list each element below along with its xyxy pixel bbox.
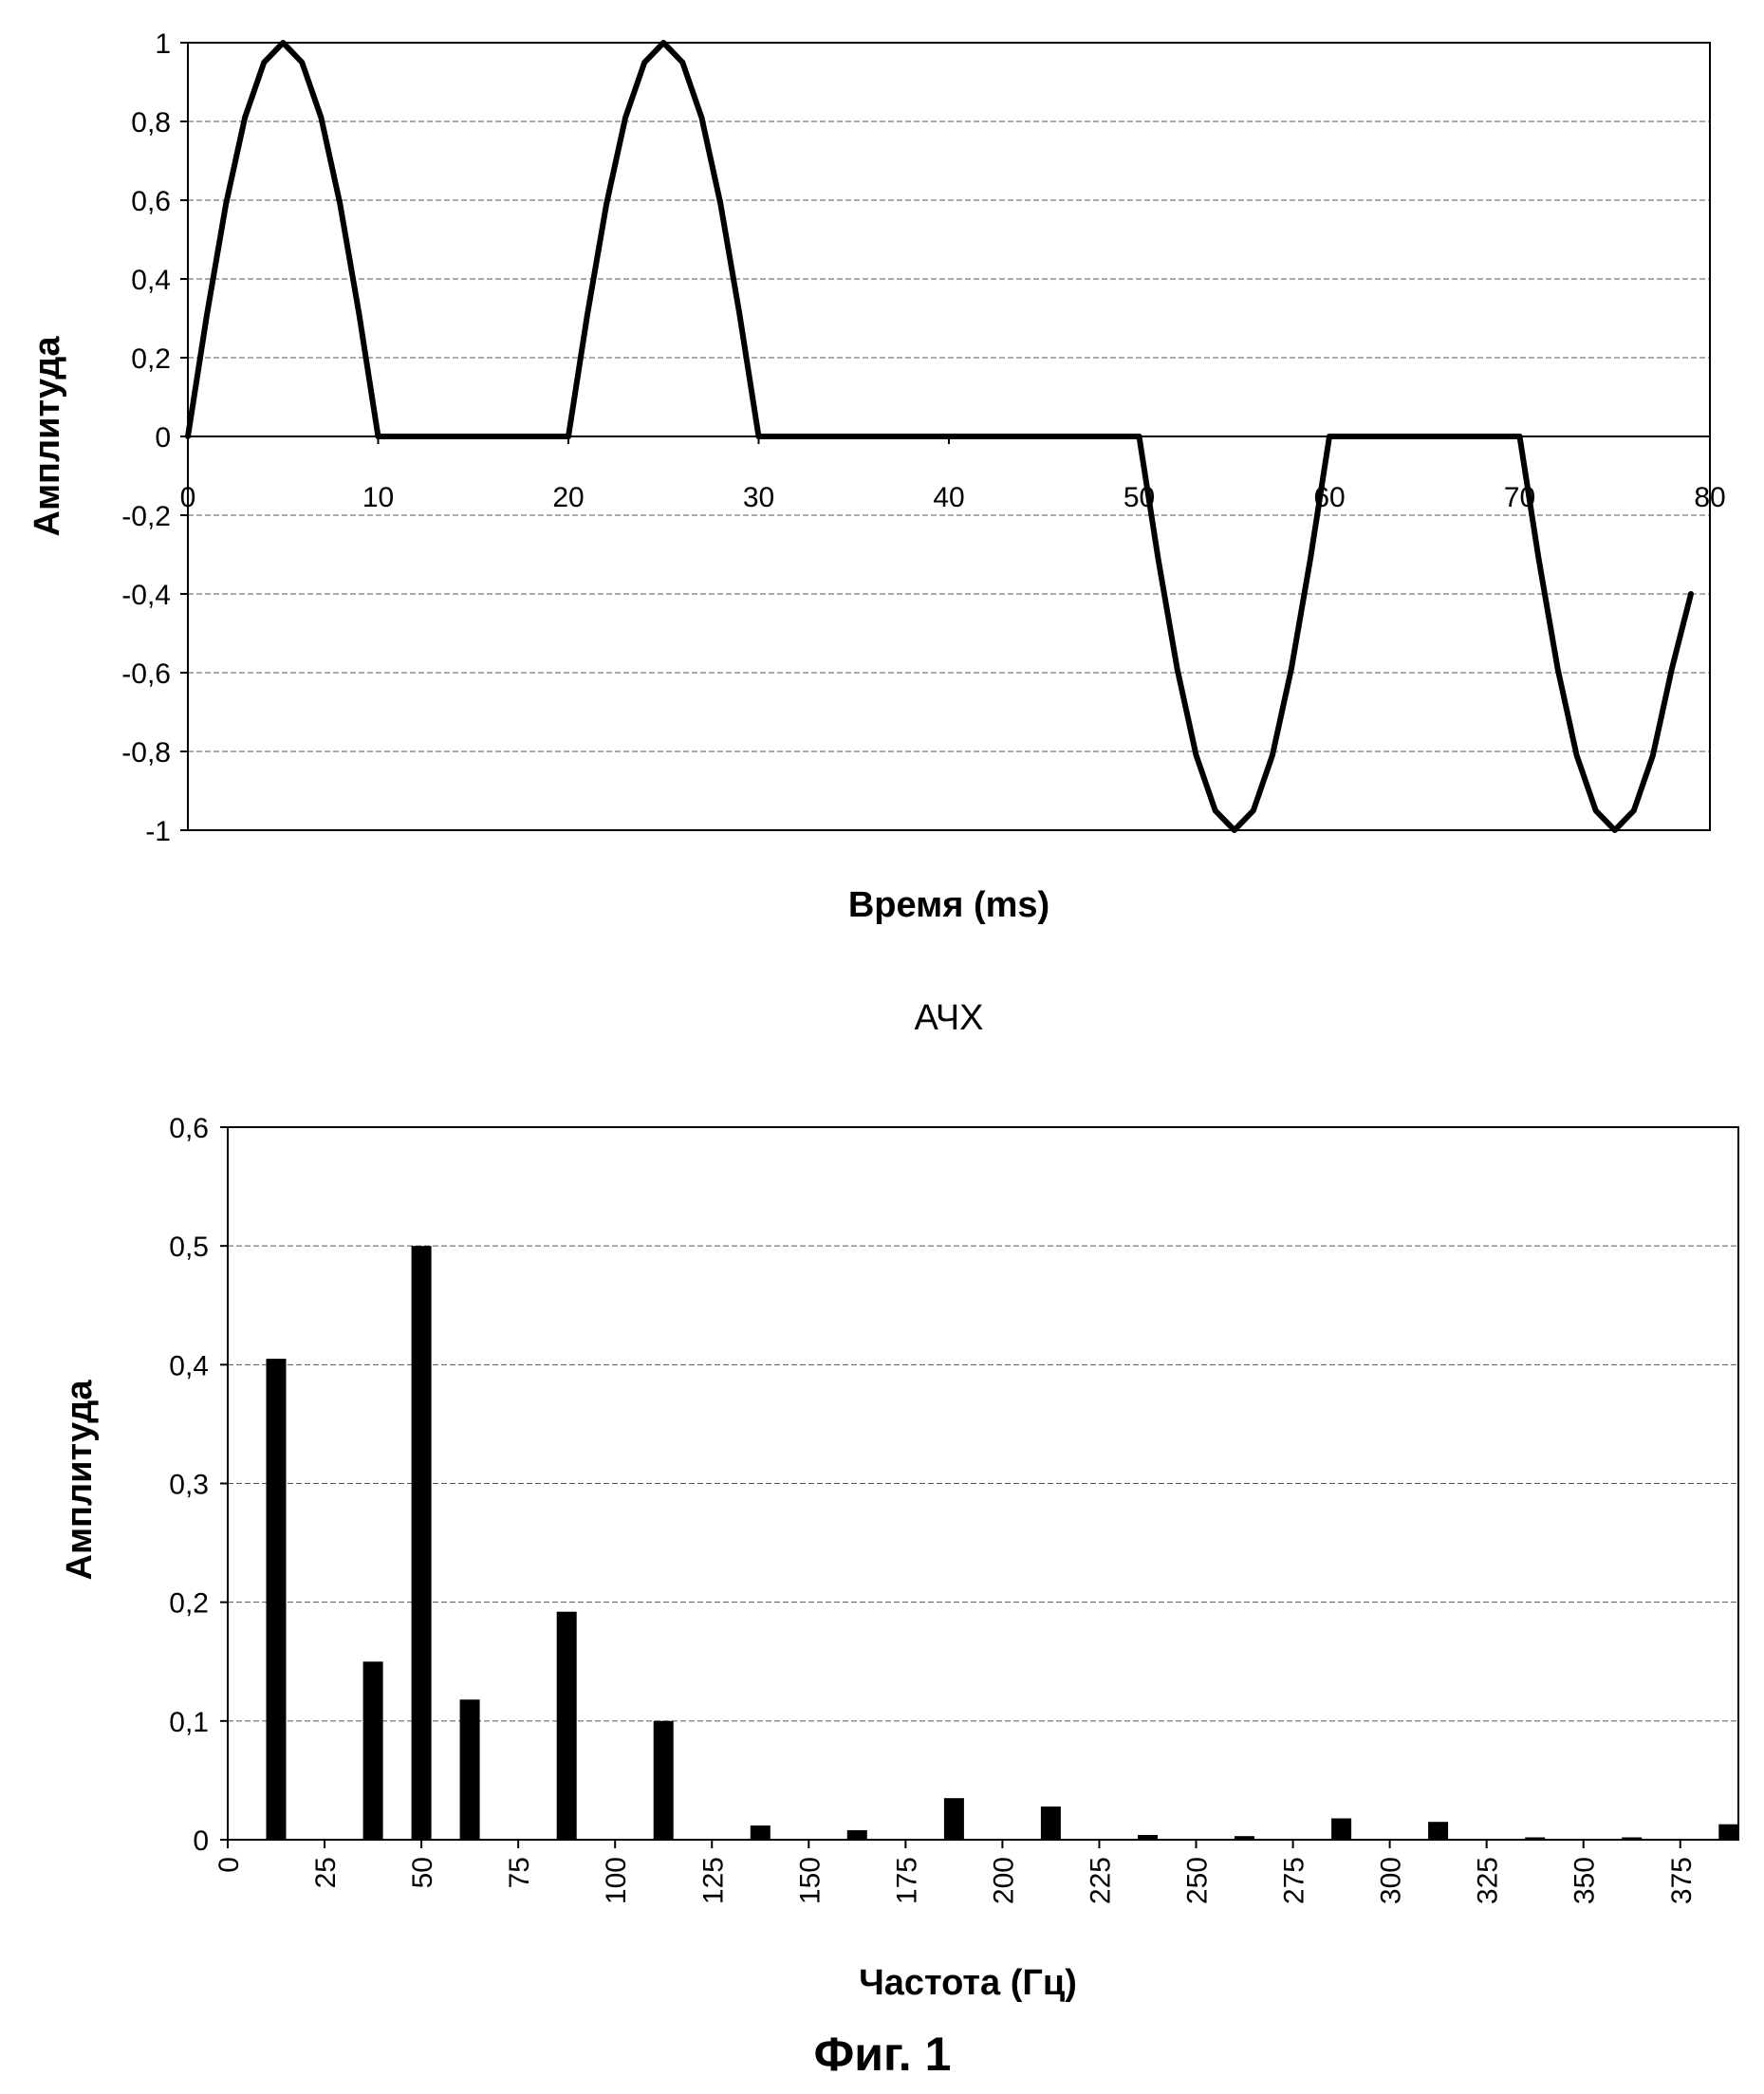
frequency-bar [1622, 1838, 1642, 1841]
frequency-y-tick-label: 0,4 [169, 1350, 209, 1381]
frequency-bar [654, 1721, 674, 1840]
frequency-y-axis-title: Амплитуда [60, 1380, 100, 1581]
time-y-tick-label: -0,6 [121, 658, 171, 690]
frequency-x-tick-label: 275 [1279, 1857, 1310, 1904]
frequency-y-tick-label: 0,6 [169, 1113, 209, 1144]
frequency-x-tick-label: 225 [1086, 1857, 1117, 1904]
frequency-bar [847, 1830, 867, 1840]
frequency-x-tick-label: 100 [601, 1857, 632, 1904]
frequency-bar [1138, 1835, 1158, 1840]
frequency-x-tick-label: 50 [407, 1857, 438, 1888]
frequency-x-tick-label: 350 [1569, 1857, 1601, 1904]
signal-line [188, 43, 1691, 830]
frequency-bar [412, 1246, 432, 1840]
frequency-bar [1041, 1807, 1061, 1840]
time-y-tick-label: 0 [155, 422, 171, 454]
frequency-bar [267, 1359, 287, 1840]
time-x-tick-label: 0 [180, 482, 196, 513]
frequency-bar [1428, 1822, 1448, 1840]
time-y-tick-label: 0,6 [131, 186, 171, 217]
time-x-tick-label: 10 [362, 482, 394, 513]
frequency-x-tick-label: 200 [988, 1857, 1019, 1904]
frequency-y-tick-label: 0 [193, 1825, 209, 1857]
time-x-tick-label: 20 [552, 482, 584, 513]
time-y-axis-title: Амплитуда [28, 336, 67, 537]
frequency-bar [363, 1661, 383, 1840]
frequency-x-tick-label: 375 [1666, 1857, 1698, 1904]
frequency-bar [751, 1825, 771, 1840]
frequency-x-tick-label: 250 [1182, 1857, 1214, 1904]
time-y-tick-labels: 1 0,8 0,6 0,4 0,2 0 -0,2 -0,4 -0,6 -0,8 -1 [121, 28, 188, 847]
time-y-tick-label: -1 [145, 816, 171, 847]
frequency-x-axis-title: Частота (Гц) [859, 1963, 1077, 2003]
frequency-y-tick-label: 0,2 [169, 1588, 209, 1620]
frequency-bar [1718, 1825, 1738, 1840]
frequency-bar [944, 1798, 964, 1840]
time-x-axis-title: Время (ms) [848, 885, 1049, 925]
time-y-tick-label: 0,8 [131, 107, 171, 139]
time-y-tick-label: -0,8 [121, 737, 171, 769]
frequency-bar [1235, 1836, 1254, 1840]
frequency-y-tick-label: 0,1 [169, 1707, 209, 1738]
frequency-x-tick-label: 325 [1473, 1857, 1504, 1904]
frequency-x-tick-label: 175 [891, 1857, 922, 1904]
frequency-bar [1525, 1838, 1545, 1841]
frequency-x-tick-label: 75 [504, 1857, 535, 1888]
time-x-tick-label: 40 [933, 482, 964, 513]
frequency-bars [267, 1246, 1739, 1840]
time-y-tick-label: 1 [155, 28, 171, 60]
figure-caption: Фиг. 1 [814, 2028, 952, 2081]
frequency-response-chart: АЧХ 0,6 0,5 0,4 0,3 0,2 0,1 0 0 25 50 75 100 125 150… [60, 998, 1738, 2003]
frequency-y-tick-label: 0,5 [169, 1232, 209, 1263]
time-y-tick-label: -0,2 [121, 501, 171, 532]
frequency-x-tick-labels: 0 25 50 75 100 125 150 175 200 225 250 275 300 325 350… [214, 1840, 1698, 1904]
time-y-tick-label: 0,2 [131, 343, 171, 375]
frequency-bar [557, 1612, 577, 1840]
frequency-bar [460, 1699, 480, 1840]
frequency-x-tick-label: 125 [697, 1857, 729, 1904]
frequency-grid-lines [228, 1246, 1738, 1721]
time-x-tick-label: 80 [1694, 482, 1725, 513]
time-x-tick-label: 30 [743, 482, 774, 513]
time-y-tick-label: 0,4 [131, 265, 171, 296]
frequency-x-tick-label: 150 [794, 1857, 826, 1904]
time-y-tick-label: -0,4 [121, 580, 171, 611]
frequency-bar [1331, 1819, 1351, 1841]
frequency-x-tick-label: 25 [310, 1857, 342, 1888]
frequency-y-tick-labels: 0,6 0,5 0,4 0,3 0,2 0,1 0 [169, 1113, 228, 1857]
frequency-x-tick-label: 0 [214, 1857, 245, 1873]
frequency-y-tick-label: 0,3 [169, 1470, 209, 1501]
frequency-chart-title: АЧХ [914, 998, 983, 1038]
time-x-tick-labels: 01020304050607080 [180, 436, 1726, 513]
frequency-x-tick-label: 300 [1376, 1857, 1407, 1904]
time-signal-chart: 1 0,8 0,6 0,4 0,2 0 -0,2 -0,4 -0,6 -0,8 -1 0 10 20 30… [28, 28, 1726, 925]
